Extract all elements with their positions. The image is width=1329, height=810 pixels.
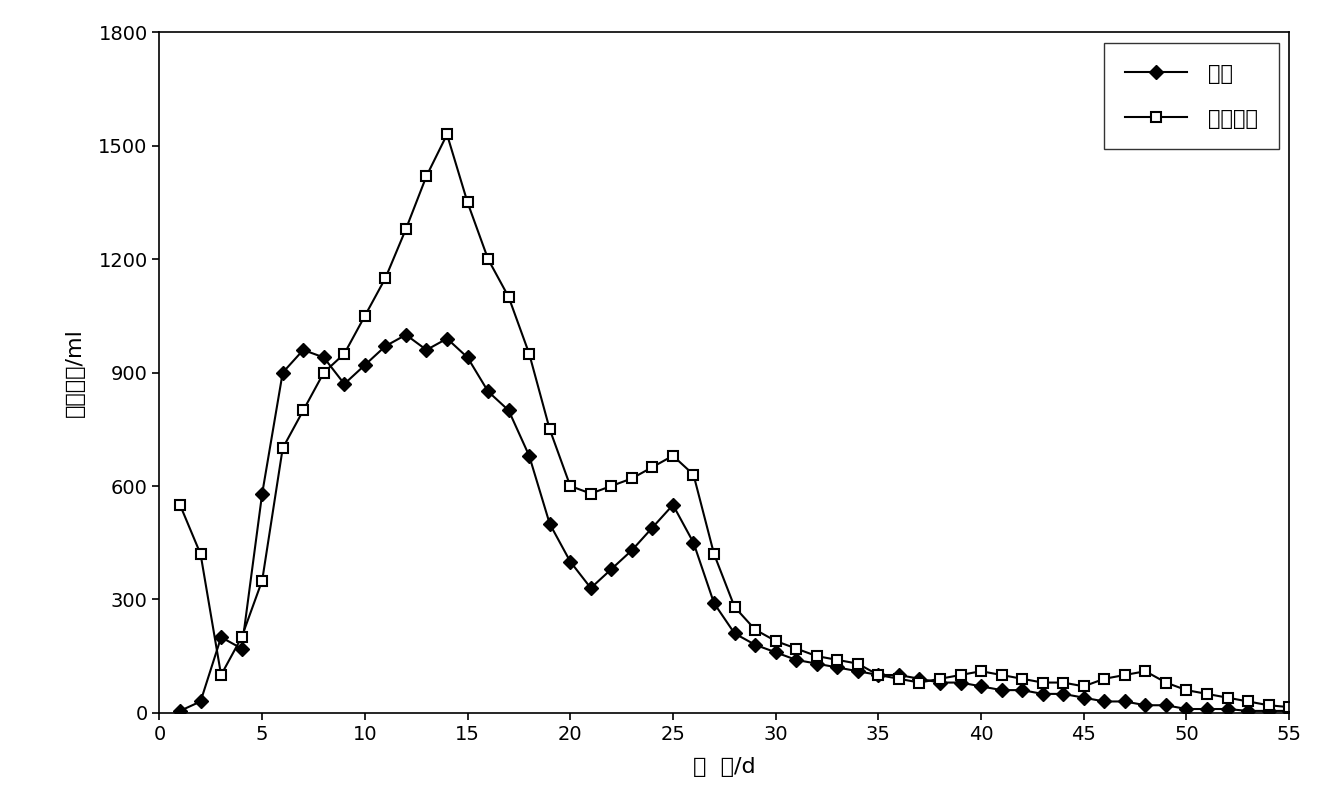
Y-axis label: 日产气量/ml: 日产气量/ml (64, 328, 85, 417)
对照 (377, 341, 393, 351)
汽爆处理 (171, 500, 187, 509)
Legend: 对照, 汽爆处理: 对照, 汽爆处理 (1103, 43, 1278, 150)
对照 (1179, 704, 1195, 714)
汽爆处理 (377, 273, 393, 283)
汽爆处理 (1179, 685, 1195, 695)
汽爆处理 (603, 481, 619, 491)
Line: 汽爆处理: 汽爆处理 (175, 130, 1294, 712)
对照 (460, 352, 476, 362)
汽爆处理 (439, 130, 455, 139)
对照 (1261, 706, 1277, 716)
汽爆处理 (460, 198, 476, 207)
对照 (295, 345, 311, 355)
汽爆处理 (1261, 701, 1277, 710)
汽爆处理 (1281, 702, 1297, 712)
Line: 对照: 对照 (175, 330, 1294, 716)
对照 (171, 706, 187, 716)
对照 (397, 330, 413, 339)
汽爆处理 (295, 406, 311, 416)
X-axis label: 时  间/d: 时 间/d (692, 757, 756, 778)
对照 (1281, 706, 1297, 716)
对照 (603, 565, 619, 574)
